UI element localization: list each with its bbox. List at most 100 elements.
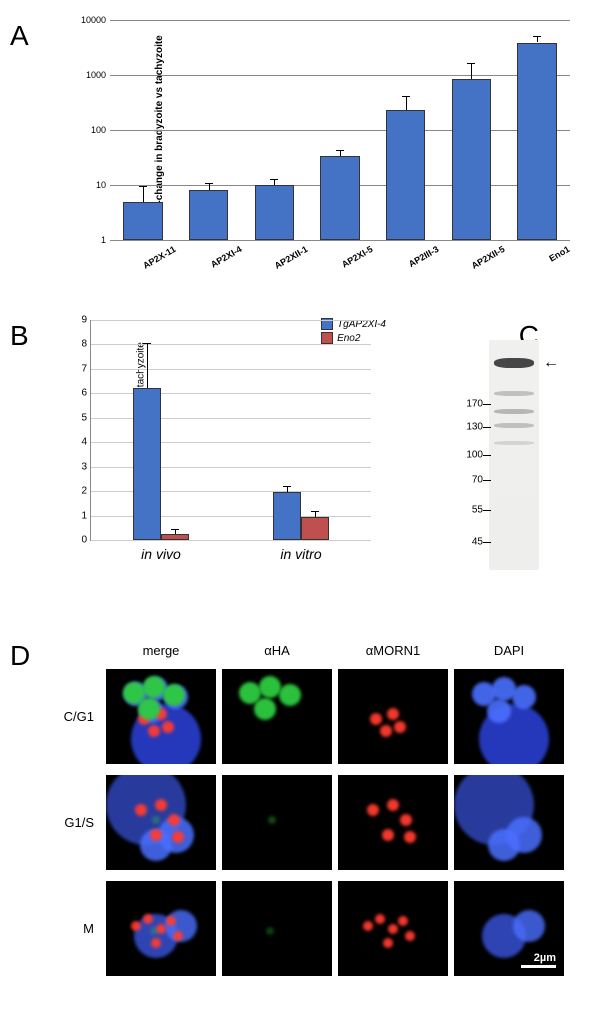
- mw-marker-label: 70: [472, 475, 483, 486]
- blot-band: [494, 358, 534, 368]
- row-header: M: [60, 921, 100, 936]
- chart-b-bar: [161, 534, 189, 540]
- mw-marker-tick: [483, 455, 491, 456]
- micrograph: [454, 669, 564, 764]
- chart-a-ytick: 10000: [81, 15, 106, 25]
- gridline: [91, 344, 371, 345]
- error-cap: [139, 186, 147, 187]
- gridline: [110, 130, 570, 131]
- micrograph: [222, 775, 332, 870]
- chart-b-bar: [133, 388, 161, 540]
- chart-b-ytick: 4: [81, 437, 87, 448]
- chart-a-bar: [517, 43, 556, 241]
- gridline: [110, 20, 570, 21]
- error-bar: [147, 343, 148, 388]
- column-header: DAPI: [454, 643, 564, 658]
- signal-blob: [148, 725, 160, 737]
- error-cap: [311, 511, 319, 512]
- signal-blob: [152, 816, 160, 824]
- error-cap: [283, 486, 291, 487]
- signal-blob: [254, 698, 276, 720]
- signal-blob: [259, 676, 281, 698]
- error-cap: [336, 150, 344, 151]
- signal-blob: [387, 799, 399, 811]
- signal-blob: [400, 814, 412, 826]
- chart-b-ytick: 8: [81, 339, 87, 350]
- signal-blob: [150, 829, 162, 841]
- signal-blob: [512, 685, 536, 709]
- signal-blob: [367, 804, 379, 816]
- error-cap: [171, 529, 179, 530]
- blot-band: [494, 391, 534, 396]
- signal-blob: [398, 916, 408, 926]
- signal-blob: [388, 924, 398, 934]
- signal-blob: [138, 698, 160, 720]
- micrograph: [454, 775, 564, 870]
- blot-band: [494, 409, 534, 414]
- scale-bar: [521, 965, 556, 968]
- chart-a: Fold-change in bradyzoite vs tachyzoite …: [110, 20, 570, 241]
- signal-blob: [166, 916, 176, 926]
- mw-marker-label: 55: [472, 505, 483, 516]
- micrograph: [222, 669, 332, 764]
- signal-blob: [383, 938, 393, 948]
- signal-blob: [131, 921, 141, 931]
- gridline: [91, 369, 371, 370]
- legend-item: Eno2: [321, 332, 386, 344]
- micrograph: [106, 881, 216, 976]
- signal-blob: [279, 684, 301, 706]
- signal-blob: [513, 910, 545, 942]
- chart-b-xlabel: in vivo: [91, 546, 231, 562]
- mw-marker-label: 170: [466, 399, 483, 410]
- micrograph-grid: mergeαHAαMORN1DAPIC/G1G1/SM2µm: [60, 640, 589, 978]
- signal-blob: [135, 804, 147, 816]
- chart-b-ytick: 5: [81, 412, 87, 423]
- chart-a-ytick: 1000: [86, 70, 106, 80]
- panel-c: ← 170 130 100 70 55 45: [429, 340, 559, 600]
- chart-a-xtick: AP2X-11: [112, 244, 177, 287]
- micrograph: [338, 669, 448, 764]
- chart-a-ytick: 100: [91, 125, 106, 135]
- signal-blob: [363, 921, 373, 931]
- signal-blob: [162, 721, 174, 733]
- micrograph: [222, 881, 332, 976]
- mw-marker-tick: [483, 510, 491, 511]
- chart-a-xtick: Eno1: [507, 244, 572, 287]
- chart-a-xtick: AP2III-3: [375, 244, 440, 287]
- signal-blob: [405, 931, 415, 941]
- mw-marker-tick: [483, 480, 491, 481]
- chart-a-bar: [452, 79, 491, 240]
- micrograph: 2µm: [454, 881, 564, 976]
- chart-b: Fold-change in bradyzoite vs tachyzoite …: [90, 320, 371, 541]
- micrograph: [338, 881, 448, 976]
- error-bar: [406, 96, 407, 110]
- micrograph: [106, 775, 216, 870]
- chart-a-xtick: AP2XII-5: [441, 244, 506, 287]
- error-cap: [467, 63, 475, 64]
- figure: A Fold-change in bradyzoite vs tachyzoit…: [10, 20, 589, 978]
- mw-marker-label: 100: [466, 450, 483, 461]
- panel-d: mergeαHAαMORN1DAPIC/G1G1/SM2µm: [60, 640, 589, 978]
- signal-blob: [394, 721, 406, 733]
- signal-blob: [150, 927, 158, 935]
- chart-a-xtick: AP2XI-5: [310, 244, 375, 287]
- chart-a-bar: [320, 156, 359, 240]
- column-header: merge: [106, 643, 216, 658]
- signal-blob: [404, 831, 416, 843]
- chart-b-ytick: 9: [81, 315, 87, 326]
- panel-d-label: D: [10, 640, 30, 672]
- chart-a-ytick: 1: [101, 235, 106, 245]
- western-blot: ← 170 130 100 70 55 45: [489, 340, 539, 570]
- chart-a-bar: [255, 185, 294, 240]
- gridline: [110, 75, 570, 76]
- signal-blob: [380, 725, 392, 737]
- error-cap: [533, 36, 541, 37]
- chart-a-xtick: AP2XII-1: [244, 244, 309, 287]
- chart-b-xlabel: in vitro: [231, 546, 371, 562]
- chart-a-xtick: AP2XI-4: [178, 244, 243, 287]
- error-bar: [209, 183, 210, 191]
- mw-marker-tick: [483, 542, 491, 543]
- blot-band: [494, 441, 534, 445]
- signal-blob: [163, 684, 185, 706]
- chart-b-ytick: 7: [81, 363, 87, 374]
